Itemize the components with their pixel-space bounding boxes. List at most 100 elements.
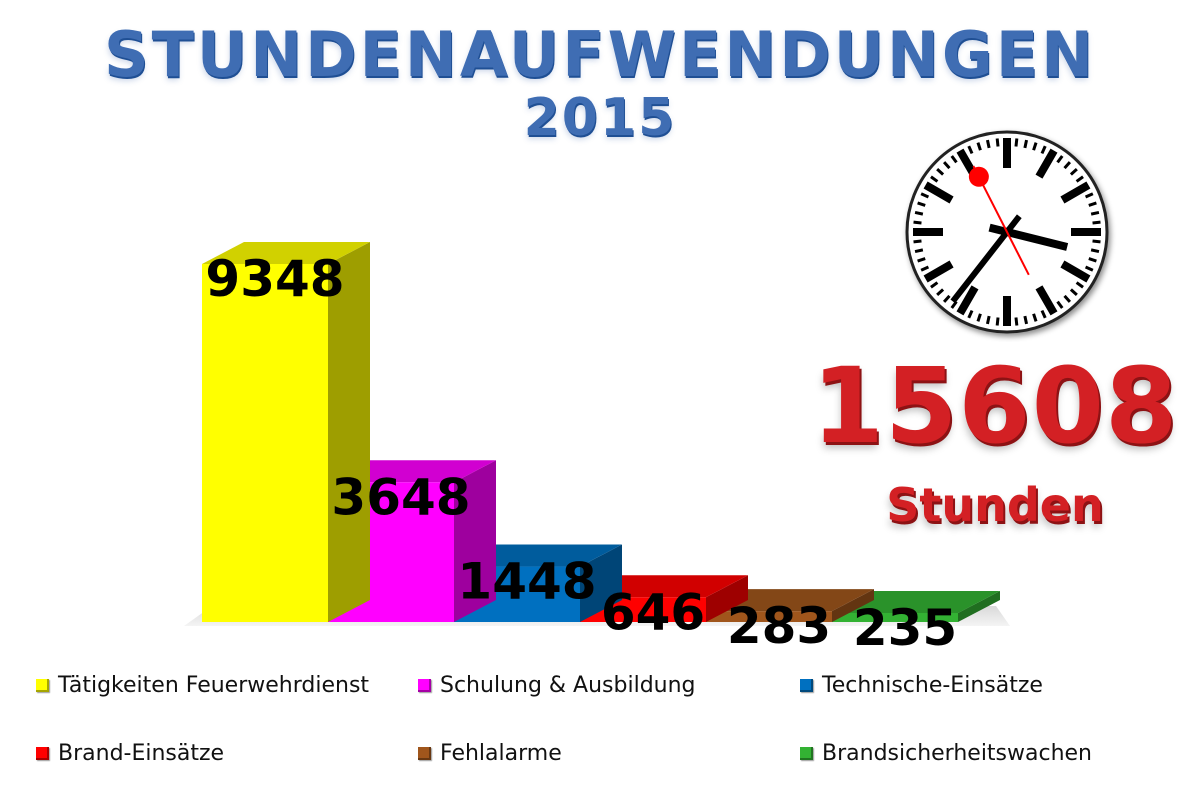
bar-value-label: 283 — [727, 597, 831, 655]
legend-label: Fehlalarme — [440, 740, 562, 766]
legend-label: Tätigkeiten Feuerwehrdienst — [58, 672, 370, 698]
clock-tick — [1063, 294, 1072, 303]
legend-item: Brandsicherheitswachen — [800, 738, 1092, 768]
clock-tick — [1090, 210, 1100, 216]
clock-tick — [967, 145, 974, 155]
bar-value-label: 235 — [853, 599, 957, 657]
clock-tick — [950, 300, 958, 309]
clock-tick — [1056, 300, 1064, 309]
clock-tick — [942, 161, 951, 170]
bar-value-label: 9348 — [205, 250, 344, 308]
legend-item: Fehlalarme — [418, 738, 562, 768]
clock-tick — [1035, 285, 1058, 316]
clock-tick — [1063, 161, 1072, 170]
clock-tick — [976, 142, 982, 151]
bar-side — [328, 242, 370, 622]
legend-label: Technische-Einsätze — [822, 672, 1043, 698]
bar-side — [958, 591, 1000, 622]
clock-tick — [914, 248, 924, 254]
bar-front — [832, 613, 958, 622]
legend-swatch — [800, 746, 813, 760]
clock-tick — [1092, 220, 1101, 225]
clock-tick — [1090, 248, 1100, 254]
bar-side — [706, 575, 748, 622]
clock-tick — [930, 281, 939, 289]
legend-label: Brandsicherheitswachen — [822, 740, 1093, 766]
legend-item: Tätigkeiten Feuerwehrdienst — [36, 670, 369, 700]
bar-side — [454, 460, 496, 622]
clock-tick — [1084, 192, 1094, 199]
bar-front — [706, 611, 832, 622]
clock-tick — [1060, 260, 1091, 283]
clock-second-dot — [968, 166, 989, 187]
clock-tick — [1060, 181, 1091, 204]
chart-title: STUNDENAUFWENDUNGEN — [0, 18, 1200, 91]
clock-tick — [917, 257, 926, 263]
clock-tick — [956, 285, 979, 316]
clock-tick — [917, 201, 926, 207]
clock-tick — [1088, 257, 1097, 263]
legend-item: Technische-Einsätze — [800, 670, 1043, 700]
clock-tick — [1075, 175, 1084, 183]
chart-title-year: 2015 — [0, 88, 1200, 148]
legend-label: Brand-Einsätze — [58, 740, 225, 766]
clock-minute-hand — [950, 214, 1022, 304]
clock-tick — [1069, 167, 1078, 176]
clock-tick — [1088, 201, 1097, 207]
clock-tick — [985, 139, 991, 149]
clock-tick — [1040, 145, 1047, 155]
bar-value-label: 646 — [601, 583, 705, 641]
clock-tick — [1014, 138, 1019, 147]
legend-swatch — [800, 678, 813, 692]
bar-front — [202, 264, 328, 622]
bar-value-label: 1448 — [457, 553, 596, 611]
clock-tick — [1023, 139, 1029, 149]
clock-tick — [923, 260, 954, 283]
clock-tick — [930, 175, 939, 183]
clock-tick — [1032, 313, 1038, 322]
chart-title-line-1: STUNDENAUFWENDUNGEN — [103, 18, 1097, 91]
clock-hour-hand — [988, 223, 1069, 251]
clock-tick — [1092, 239, 1101, 244]
clock-tick — [995, 138, 1000, 147]
clock-icon — [905, 130, 1109, 334]
clock-tick — [920, 265, 930, 272]
clock-tick — [942, 294, 951, 303]
total-hours-unit: Stunden — [886, 478, 1104, 532]
clock-tick — [1069, 288, 1078, 297]
clock-tick — [914, 210, 924, 216]
bar-1 — [202, 242, 370, 622]
chart-title-line-2: 2015 — [523, 88, 677, 148]
clock-tick — [920, 192, 930, 199]
clock-tick — [950, 155, 958, 164]
total-hours-value: 15608 — [811, 345, 1179, 467]
clock-tick — [936, 288, 945, 297]
legend-swatch — [418, 678, 431, 692]
clock-tick — [1075, 281, 1084, 289]
clock-tick — [1035, 148, 1058, 179]
legend-item: Brand-Einsätze — [36, 738, 224, 768]
bar-side — [832, 589, 874, 622]
clock-tick — [985, 315, 991, 325]
clock-tick — [923, 181, 954, 204]
legend-swatch — [418, 746, 431, 760]
clock-tick — [913, 220, 922, 225]
clock-tick — [976, 313, 982, 322]
clock-tick — [1056, 155, 1064, 164]
legend-swatch — [36, 746, 49, 760]
legend-swatch — [36, 678, 49, 692]
bar-top — [202, 242, 370, 264]
clock-tick — [1084, 265, 1094, 272]
legend-item: Schulung & Ausbildung — [418, 670, 696, 700]
clock-tick — [995, 317, 1000, 326]
clock-tick — [1032, 142, 1038, 151]
clock-tick — [1023, 315, 1029, 325]
clock-tick — [1040, 309, 1047, 319]
bar-side — [580, 544, 622, 622]
legend-label: Schulung & Ausbildung — [440, 672, 696, 698]
clock-tick — [913, 239, 922, 244]
clock-tick — [1014, 317, 1019, 326]
clock-tick — [936, 167, 945, 176]
clock-tick — [967, 309, 974, 319]
